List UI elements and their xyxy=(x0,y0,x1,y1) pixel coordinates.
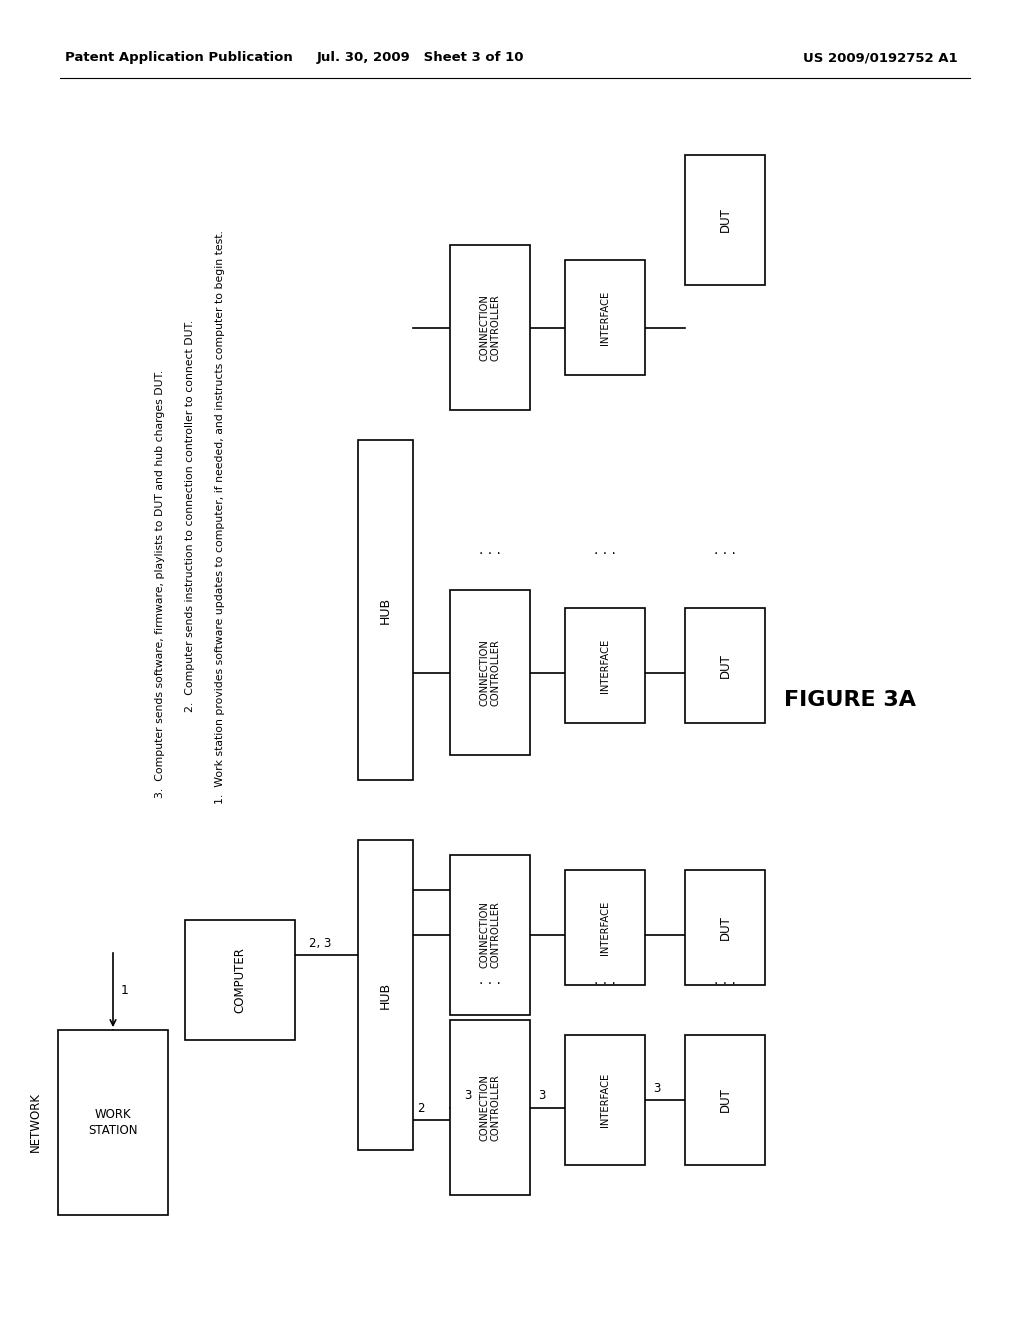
Text: INTERFACE: INTERFACE xyxy=(600,639,610,693)
Bar xyxy=(450,246,530,411)
Text: NETWORK: NETWORK xyxy=(29,1093,42,1152)
Text: 3: 3 xyxy=(464,1089,472,1102)
Text: CONNECTION
CONTROLLER: CONNECTION CONTROLLER xyxy=(479,1074,501,1140)
Bar xyxy=(450,855,530,1015)
Text: COMPUTER: COMPUTER xyxy=(233,946,247,1012)
Text: DUT: DUT xyxy=(719,207,731,232)
Bar xyxy=(565,1035,645,1166)
Text: DUT: DUT xyxy=(719,1088,731,1113)
Bar xyxy=(685,154,765,285)
Text: Jul. 30, 2009   Sheet 3 of 10: Jul. 30, 2009 Sheet 3 of 10 xyxy=(316,51,523,65)
Bar xyxy=(185,920,295,1040)
Bar xyxy=(565,609,645,723)
Text: DUT: DUT xyxy=(719,915,731,940)
Bar xyxy=(358,440,413,780)
Text: 2.  Computer sends instruction to connection controller to connect DUT.: 2. Computer sends instruction to connect… xyxy=(185,319,195,713)
Bar xyxy=(685,1035,765,1166)
Text: . . .: . . . xyxy=(714,973,736,987)
Text: 3.  Computer sends software, firmware, playlists to DUT and hub charges DUT.: 3. Computer sends software, firmware, pl… xyxy=(155,370,165,799)
Text: INTERFACE: INTERFACE xyxy=(600,1073,610,1127)
Bar xyxy=(450,1020,530,1195)
Bar xyxy=(685,870,765,985)
Text: . . .: . . . xyxy=(479,973,501,987)
Text: 2: 2 xyxy=(417,1101,425,1114)
Text: INTERFACE: INTERFACE xyxy=(600,900,610,954)
Text: Patent Application Publication: Patent Application Publication xyxy=(65,51,293,65)
Text: INTERFACE: INTERFACE xyxy=(600,290,610,345)
Text: CONNECTION
CONTROLLER: CONNECTION CONTROLLER xyxy=(479,294,501,360)
Text: 1.  Work station provides software updates to computer, if needed, and instructs: 1. Work station provides software update… xyxy=(215,230,225,804)
Text: . . .: . . . xyxy=(594,973,616,987)
Bar xyxy=(58,1030,168,1214)
Text: . . .: . . . xyxy=(714,543,736,557)
Text: HUB: HUB xyxy=(379,597,392,623)
Text: HUB: HUB xyxy=(379,982,392,1008)
Text: 3: 3 xyxy=(539,1089,546,1102)
Bar xyxy=(450,590,530,755)
Text: WORK
STATION: WORK STATION xyxy=(88,1109,138,1137)
Text: 2, 3: 2, 3 xyxy=(309,936,331,949)
Bar xyxy=(565,870,645,985)
Text: 3: 3 xyxy=(653,1081,660,1094)
Text: CONNECTION
CONTROLLER: CONNECTION CONTROLLER xyxy=(479,902,501,969)
Text: DUT: DUT xyxy=(719,653,731,678)
Text: US 2009/0192752 A1: US 2009/0192752 A1 xyxy=(803,51,957,65)
Text: CONNECTION
CONTROLLER: CONNECTION CONTROLLER xyxy=(479,639,501,706)
Text: FIGURE 3A: FIGURE 3A xyxy=(784,690,916,710)
Bar xyxy=(565,260,645,375)
Bar xyxy=(685,609,765,723)
Text: . . .: . . . xyxy=(479,543,501,557)
Text: . . .: . . . xyxy=(594,543,616,557)
Text: 1: 1 xyxy=(121,983,129,997)
Bar xyxy=(358,840,413,1150)
